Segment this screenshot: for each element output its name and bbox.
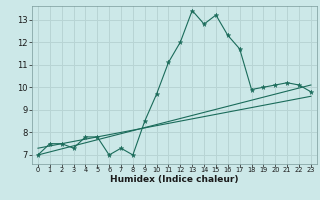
X-axis label: Humidex (Indice chaleur): Humidex (Indice chaleur) [110, 175, 239, 184]
